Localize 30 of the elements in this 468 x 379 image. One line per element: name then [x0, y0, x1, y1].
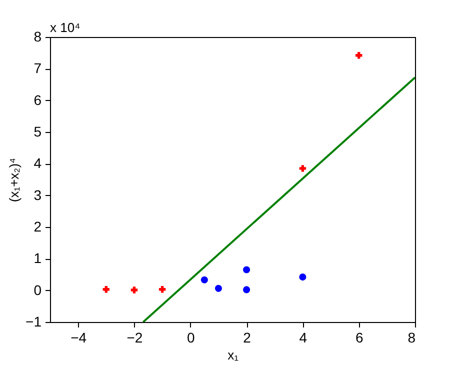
- y-tick-label: 8: [34, 28, 42, 44]
- y-tick-label: 0: [34, 282, 42, 298]
- point: [299, 165, 306, 172]
- point: [200, 276, 208, 284]
- point: [243, 266, 250, 274]
- y-tick-label: 5: [34, 124, 42, 140]
- point: [299, 274, 306, 281]
- x-tick-label: 8: [408, 330, 416, 346]
- x-tick-label: −4: [70, 330, 87, 346]
- x-tick-label: 4: [299, 330, 308, 346]
- y-tick-label: −1: [26, 314, 42, 330]
- point: [158, 286, 166, 293]
- x-tick-label: 0: [186, 330, 195, 346]
- x-axis-title: x₁: [228, 348, 240, 362]
- point: [214, 284, 222, 292]
- y-tick-label: 3: [34, 186, 42, 203]
- x-tick-label: 2: [243, 330, 252, 346]
- point: [130, 286, 138, 294]
- text: x 10⁴: [50, 20, 80, 35]
- point: [102, 286, 110, 293]
- y-tick-label: 1: [34, 250, 42, 266]
- y-axis-title: (x₁+x₂)⁴: [6, 158, 22, 202]
- x-tick-label: −2: [126, 330, 143, 346]
- y-tick-label: 2: [34, 218, 42, 234]
- y-tick-label: 6: [34, 92, 42, 108]
- y-tick-label: 7: [34, 60, 42, 76]
- y-tick-label: 4: [34, 155, 42, 172]
- point: [355, 52, 362, 59]
- point: [243, 286, 250, 294]
- x-tick-label: 6: [355, 330, 364, 346]
